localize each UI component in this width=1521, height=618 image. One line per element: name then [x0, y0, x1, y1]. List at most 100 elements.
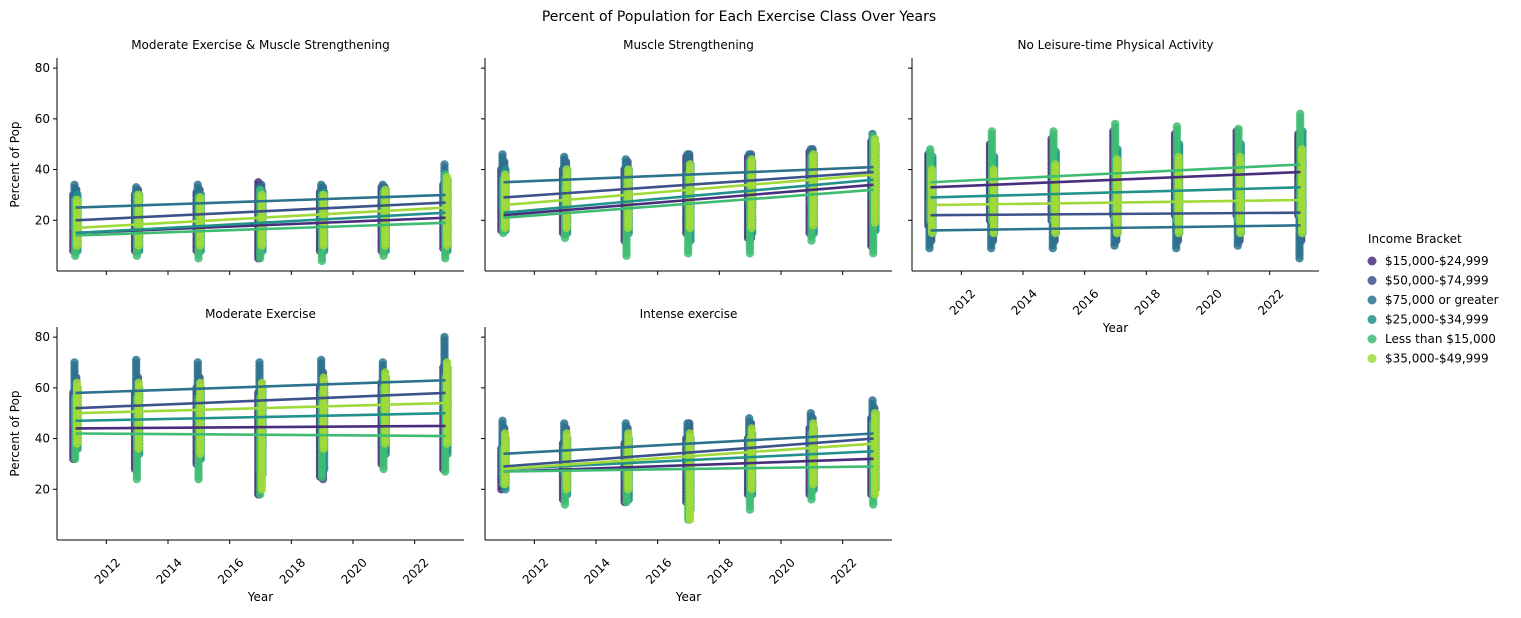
x-tick-label: 2016 — [1070, 286, 1101, 317]
regression-line — [930, 170, 1301, 189]
data-point — [1297, 145, 1307, 154]
x-tick-label: 2012 — [947, 286, 978, 317]
data-point — [498, 150, 507, 159]
legend-marker — [1367, 354, 1377, 363]
data-point — [1236, 152, 1245, 162]
data-point — [1296, 109, 1305, 119]
regression-line — [75, 432, 446, 438]
legend-title: Income Bracket — [1368, 232, 1462, 246]
data-point — [132, 355, 141, 365]
legend-marker — [1367, 295, 1377, 305]
data-point — [72, 195, 82, 205]
legend-marker — [1367, 256, 1377, 266]
regression-line — [503, 165, 874, 184]
data-point — [809, 150, 818, 159]
regression-line — [503, 183, 874, 217]
data-point — [868, 396, 877, 405]
data-point — [1174, 152, 1183, 162]
x-axis-label: Year — [1102, 321, 1128, 335]
panel-title: Muscle Strengthening — [623, 38, 754, 52]
regression-line — [503, 188, 874, 220]
data-point — [440, 160, 449, 169]
regression-line — [930, 198, 1301, 207]
panel-title: No Leisure-time Physical Activity — [1018, 38, 1214, 52]
regression-line — [503, 437, 874, 468]
regression-line — [503, 173, 874, 207]
x-tick-label: 2012 — [520, 555, 551, 586]
data-point — [319, 190, 328, 200]
x-axis-label: Year — [247, 590, 273, 604]
data-point — [196, 378, 205, 387]
x-tick-label: 2020 — [1193, 286, 1224, 317]
data-point — [1111, 119, 1120, 129]
data-point — [809, 419, 818, 428]
data-point — [560, 152, 569, 162]
legend-marker — [1367, 334, 1377, 344]
data-point — [257, 378, 267, 387]
regression-line — [75, 193, 446, 209]
data-point — [1112, 155, 1122, 164]
regression-line — [75, 424, 446, 430]
data-point — [870, 409, 880, 418]
x-tick-label: 2018 — [277, 555, 308, 586]
legend-marker — [1367, 315, 1377, 324]
y-tick-label: 60 — [35, 381, 50, 395]
data-point — [624, 429, 633, 438]
regression-line — [75, 206, 446, 230]
legend-label: $25,000-$34,999 — [1385, 313, 1489, 327]
regression-line — [930, 186, 1301, 199]
data-point — [498, 416, 507, 425]
data-point — [378, 358, 387, 367]
x-tick-label: 2022 — [400, 555, 431, 586]
data-point — [562, 429, 571, 438]
regression-line — [75, 401, 446, 415]
regression-line — [75, 211, 446, 235]
regression-line — [503, 170, 874, 199]
data-point — [500, 170, 510, 179]
data-point — [134, 190, 143, 200]
data-point — [193, 358, 202, 367]
panel-title: Moderate Exercise — [205, 307, 316, 321]
facet-panel: Muscle Strengthening — [481, 38, 892, 275]
data-point — [134, 378, 143, 387]
legend-marker — [1367, 276, 1377, 285]
data-point — [685, 160, 695, 169]
data-point — [987, 127, 997, 136]
regression-line — [503, 432, 874, 456]
data-point — [870, 134, 880, 144]
facet-panel: No Leisure-time Physical Activity 2012 201… — [908, 38, 1319, 335]
regression-line — [503, 465, 874, 473]
data-point — [683, 419, 692, 428]
chart-title: Percent of Population for Each Exercise … — [542, 9, 936, 25]
facet-panel: Moderate Exercise & Muscle Strengthening… — [8, 38, 464, 275]
panel-title: Intense exercise — [640, 307, 738, 321]
data-point — [562, 165, 571, 174]
data-point — [747, 424, 756, 433]
y-tick-label: 60 — [35, 112, 50, 126]
data-point — [255, 358, 264, 367]
regression-line — [503, 178, 874, 214]
legend-label: $50,000-$74,999 — [1385, 274, 1489, 288]
regression-line — [75, 378, 446, 395]
data-point — [685, 429, 695, 438]
data-point — [926, 145, 935, 154]
regression-line — [75, 391, 446, 410]
x-tick-label: 2020 — [766, 555, 797, 586]
legend-label: $15,000-$24,999 — [1385, 254, 1489, 268]
x-tick-label: 2022 — [828, 555, 859, 586]
data-point — [70, 180, 79, 189]
y-tick-label: 20 — [35, 213, 50, 227]
data-point — [745, 414, 754, 423]
data-point — [442, 358, 452, 367]
data-point — [989, 165, 998, 174]
data-point — [132, 183, 141, 192]
data-point — [500, 429, 510, 438]
data-point — [624, 165, 633, 174]
regression-line — [503, 442, 874, 471]
legend-label: $35,000-$49,999 — [1385, 352, 1489, 366]
x-tick-label: 2012 — [92, 555, 123, 586]
